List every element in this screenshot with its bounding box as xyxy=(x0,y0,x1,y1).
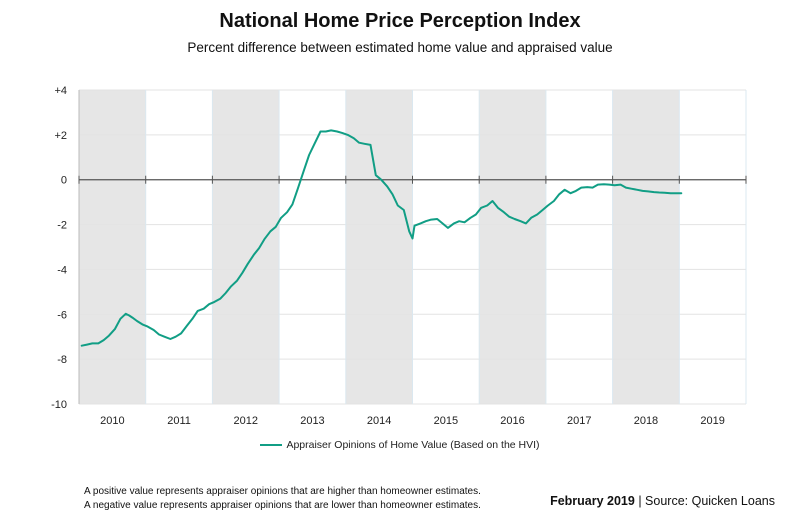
footnote-negative: A negative value represents appraiser op… xyxy=(84,500,481,511)
year-band-2012 xyxy=(212,90,280,404)
x-tick-label: 2011 xyxy=(167,415,191,427)
year-band-2010 xyxy=(79,90,146,404)
legend-label: Appraiser Opinions of Home Value (Based … xyxy=(286,439,540,451)
y-tick-label: 0 xyxy=(61,175,67,187)
x-tick-label: 2015 xyxy=(434,415,458,427)
legend: Appraiser Opinions of Home Value (Based … xyxy=(0,439,800,451)
report-date: February 2019 xyxy=(550,494,635,508)
y-tick-label: -2 xyxy=(57,220,67,232)
x-tick-label: 2013 xyxy=(300,415,324,427)
source-line: February 2019 | Source: Quicken Loans xyxy=(550,494,775,508)
y-tick-label: -8 xyxy=(57,354,67,366)
x-tick-label: 2010 xyxy=(100,415,124,427)
footnote-positive: A positive value represents appraiser op… xyxy=(84,486,481,497)
chart-title: National Home Price Perception Index xyxy=(219,10,581,32)
x-tick-label: 2018 xyxy=(634,415,658,427)
y-tick-label: +2 xyxy=(54,130,67,142)
footer-separator: | xyxy=(634,494,646,508)
x-tick-label: 2014 xyxy=(367,415,391,427)
x-tick-label: 2019 xyxy=(700,415,724,427)
y-tick-label: -10 xyxy=(51,399,67,411)
year-band-2014 xyxy=(345,90,413,404)
source-text: Source: Quicken Loans xyxy=(645,494,775,508)
year-band-2016 xyxy=(479,90,546,404)
y-tick-label: +4 xyxy=(54,85,67,97)
x-tick-label: 2016 xyxy=(500,415,524,427)
x-tick-label: 2017 xyxy=(567,415,591,427)
x-tick-label: 2012 xyxy=(234,415,258,427)
legend-swatch xyxy=(260,444,283,446)
series-line-0 xyxy=(80,129,683,347)
y-tick-label: -4 xyxy=(57,264,67,276)
year-band-2018 xyxy=(612,90,680,404)
y-tick-label: -6 xyxy=(57,309,67,321)
chart-subtitle: Percent difference between estimated hom… xyxy=(187,40,613,55)
